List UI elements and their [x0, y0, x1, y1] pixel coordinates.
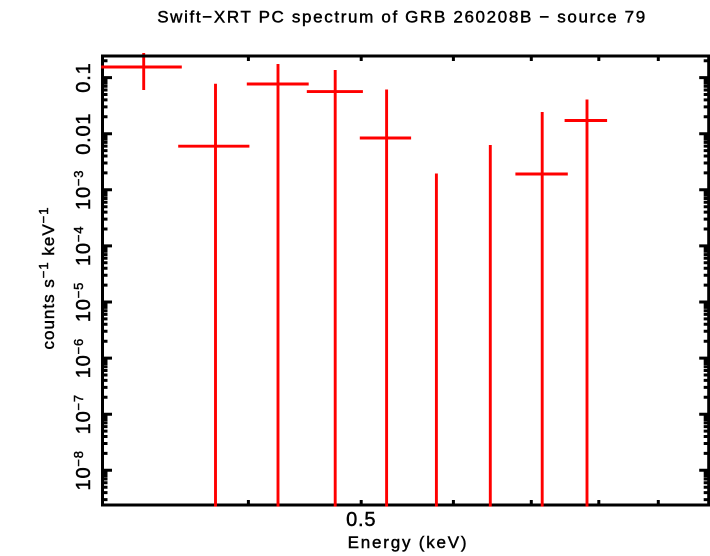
svg-text:0.01: 0.01 [73, 113, 95, 155]
svg-text:10−4: 10−4 [71, 226, 95, 266]
svg-text:counts s−1 keV−1: counts s−1 keV−1 [36, 207, 58, 350]
svg-text:0.1: 0.1 [73, 62, 95, 92]
svg-text:10−5: 10−5 [71, 282, 95, 322]
svg-text:0.5: 0.5 [346, 509, 376, 531]
svg-text:10−3: 10−3 [71, 170, 95, 210]
svg-text:10−6: 10−6 [71, 338, 95, 378]
svg-text:Energy (keV): Energy (keV) [348, 533, 469, 552]
svg-text:Swift−XRT PC spectrum of GRB 2: Swift−XRT PC spectrum of GRB 260208B − s… [157, 7, 647, 26]
